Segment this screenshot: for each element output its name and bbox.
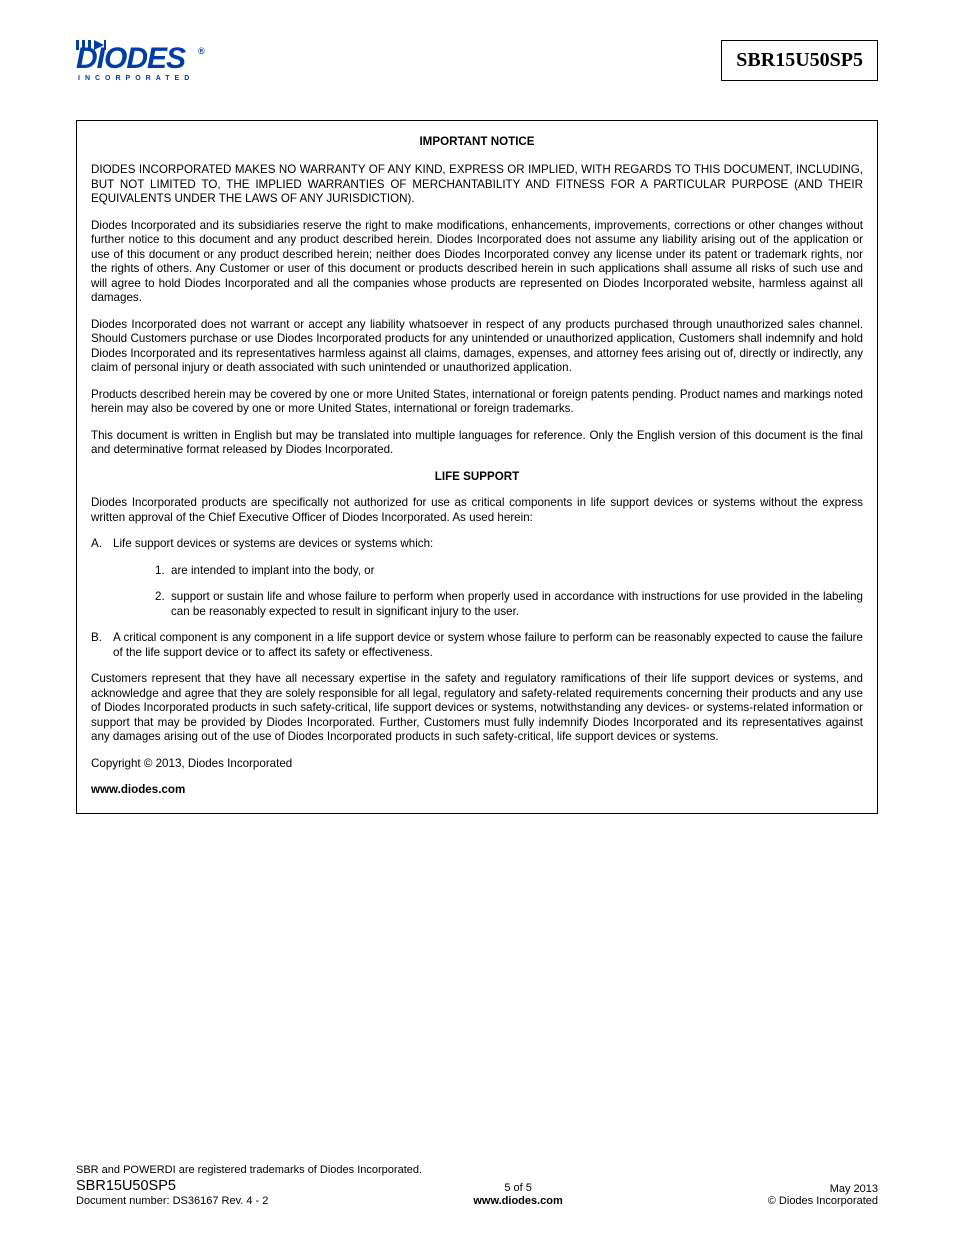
- life-support-title: LIFE SUPPORT: [91, 470, 863, 484]
- notice-p5: This document is written in English but …: [91, 429, 863, 458]
- sub2-num: 2.: [155, 590, 171, 619]
- sub2-text: support or sustain life and whose failur…: [171, 590, 863, 619]
- logo-subtext: INCORPORATED: [78, 75, 194, 82]
- list-item-b: B. A critical component is any component…: [91, 631, 863, 660]
- notice-url: www.diodes.com: [91, 783, 863, 797]
- svg-text:®: ®: [198, 46, 205, 56]
- list-b-text: A critical component is any component in…: [113, 631, 863, 660]
- list-item-a: A. Life support devices or systems are d…: [91, 537, 863, 551]
- sub-item-2: 2. support or sustain life and whose fai…: [155, 590, 863, 619]
- sub1-num: 1.: [155, 564, 171, 578]
- customers-para: Customers represent that they have all n…: [91, 672, 863, 744]
- footer-page: 5 of 5: [473, 1182, 562, 1194]
- brand-logo: DIODES ® INCORPORATED: [76, 40, 236, 84]
- notice-p4: Products described herein may be covered…: [91, 388, 863, 417]
- list-b-lead: B.: [91, 631, 113, 660]
- sublist-a: 1. are intended to implant into the body…: [91, 564, 863, 619]
- footer-trademark: SBR and POWERDI are registered trademark…: [76, 1164, 878, 1176]
- notice-p1: DIODES INCORPORATED MAKES NO WARRANTY OF…: [91, 163, 863, 206]
- notice-p3: Diodes Incorporated does not warrant or …: [91, 318, 863, 376]
- diodes-logo-icon: DIODES ® INCORPORATED: [76, 40, 236, 84]
- footer-site: www.diodes.com: [473, 1195, 562, 1207]
- footer-center: 5 of 5 www.diodes.com: [473, 1182, 562, 1207]
- part-number-box: SBR15U50SP5: [721, 40, 878, 81]
- sub1-text: are intended to implant into the body, o…: [171, 564, 374, 578]
- notice-title: IMPORTANT NOTICE: [91, 135, 863, 149]
- header: DIODES ® INCORPORATED SBR15U50SP5: [76, 40, 878, 84]
- copyright-line: Copyright © 2013, Diodes Incorporated: [91, 757, 863, 771]
- list-a-lead: A.: [91, 537, 113, 551]
- life-support-intro: Diodes Incorporated products are specifi…: [91, 496, 863, 525]
- footer: SBR and POWERDI are registered trademark…: [76, 1164, 878, 1207]
- sub-item-1: 1. are intended to implant into the body…: [155, 564, 863, 578]
- footer-left: SBR15U50SP5 Document number: DS36167 Rev…: [76, 1178, 268, 1207]
- notice-p2: Diodes Incorporated and its subsidiaries…: [91, 219, 863, 306]
- footer-part: SBR15U50SP5: [76, 1178, 268, 1194]
- footer-copy: © Diodes Incorporated: [768, 1195, 878, 1207]
- list-a-text: Life support devices or systems are devi…: [113, 537, 433, 551]
- notice-box: IMPORTANT NOTICE DIODES INCORPORATED MAK…: [76, 120, 878, 814]
- footer-date: May 2013: [768, 1183, 878, 1195]
- footer-right: May 2013 © Diodes Incorporated: [768, 1183, 878, 1207]
- footer-docnum: Document number: DS36167 Rev. 4 - 2: [76, 1195, 268, 1207]
- svg-text:DIODES: DIODES: [76, 42, 186, 75]
